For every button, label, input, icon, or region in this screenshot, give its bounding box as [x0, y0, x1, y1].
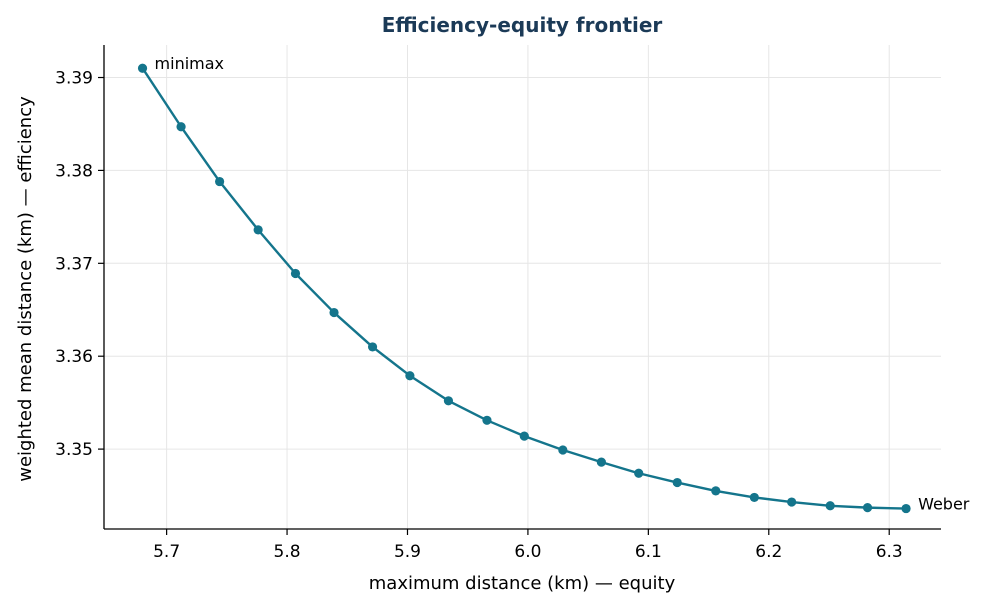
data-point — [443, 396, 454, 406]
x-tick-label: 6.2 — [755, 542, 782, 562]
data-point — [176, 122, 186, 132]
x-tick-label: 5.8 — [274, 542, 301, 562]
data-point — [596, 457, 606, 467]
data-point — [825, 501, 835, 511]
annotation-label: minimax — [155, 54, 224, 73]
x-tick-label: 5.7 — [153, 542, 180, 562]
data-point — [519, 431, 529, 441]
data-point — [787, 497, 797, 507]
y-tick-label: 3.36 — [55, 347, 93, 367]
annotations: minimax Weber — [155, 54, 970, 513]
y-tick-label: 3.38 — [55, 161, 93, 181]
data-point — [367, 342, 378, 352]
data-point — [482, 415, 492, 425]
data-point — [329, 307, 339, 318]
data-point — [558, 445, 568, 455]
grid-layer — [104, 45, 941, 529]
x-tick-label: 6.0 — [514, 542, 541, 562]
data-point — [290, 268, 301, 279]
data-point — [634, 468, 644, 478]
ticks-layer: 5.7 5.8 5.9 6.0 6.1 6.2 6.3 3.35 3.36 3.37 3.38 3.3… — [55, 69, 903, 562]
data-point — [253, 225, 263, 235]
data-point — [901, 503, 911, 514]
x-tick-label: 5.9 — [394, 542, 421, 562]
data-point — [862, 503, 873, 513]
data-point — [711, 486, 721, 496]
x-tick-label: 6.3 — [876, 542, 903, 562]
data-point — [137, 63, 148, 73]
data-point — [672, 477, 682, 488]
axes-frame — [103, 45, 941, 530]
data-point — [749, 492, 759, 503]
y-tick-label: 3.37 — [55, 254, 93, 274]
x-axis-label: maximum distance (km) — equity — [369, 573, 676, 594]
annotation-label: Weber — [918, 495, 970, 514]
data-point — [215, 176, 225, 187]
data-point — [405, 371, 415, 381]
series-line — [141, 67, 907, 510]
x-tick-label: 6.1 — [635, 542, 662, 562]
y-tick-label: 3.39 — [55, 69, 93, 89]
data-points — [137, 63, 911, 514]
y-tick-label: 3.35 — [55, 440, 93, 460]
y-axis-label: weighted mean distance (km) — efficiency — [15, 96, 36, 482]
chart-title: Efficiency-equity frontier — [382, 13, 663, 37]
